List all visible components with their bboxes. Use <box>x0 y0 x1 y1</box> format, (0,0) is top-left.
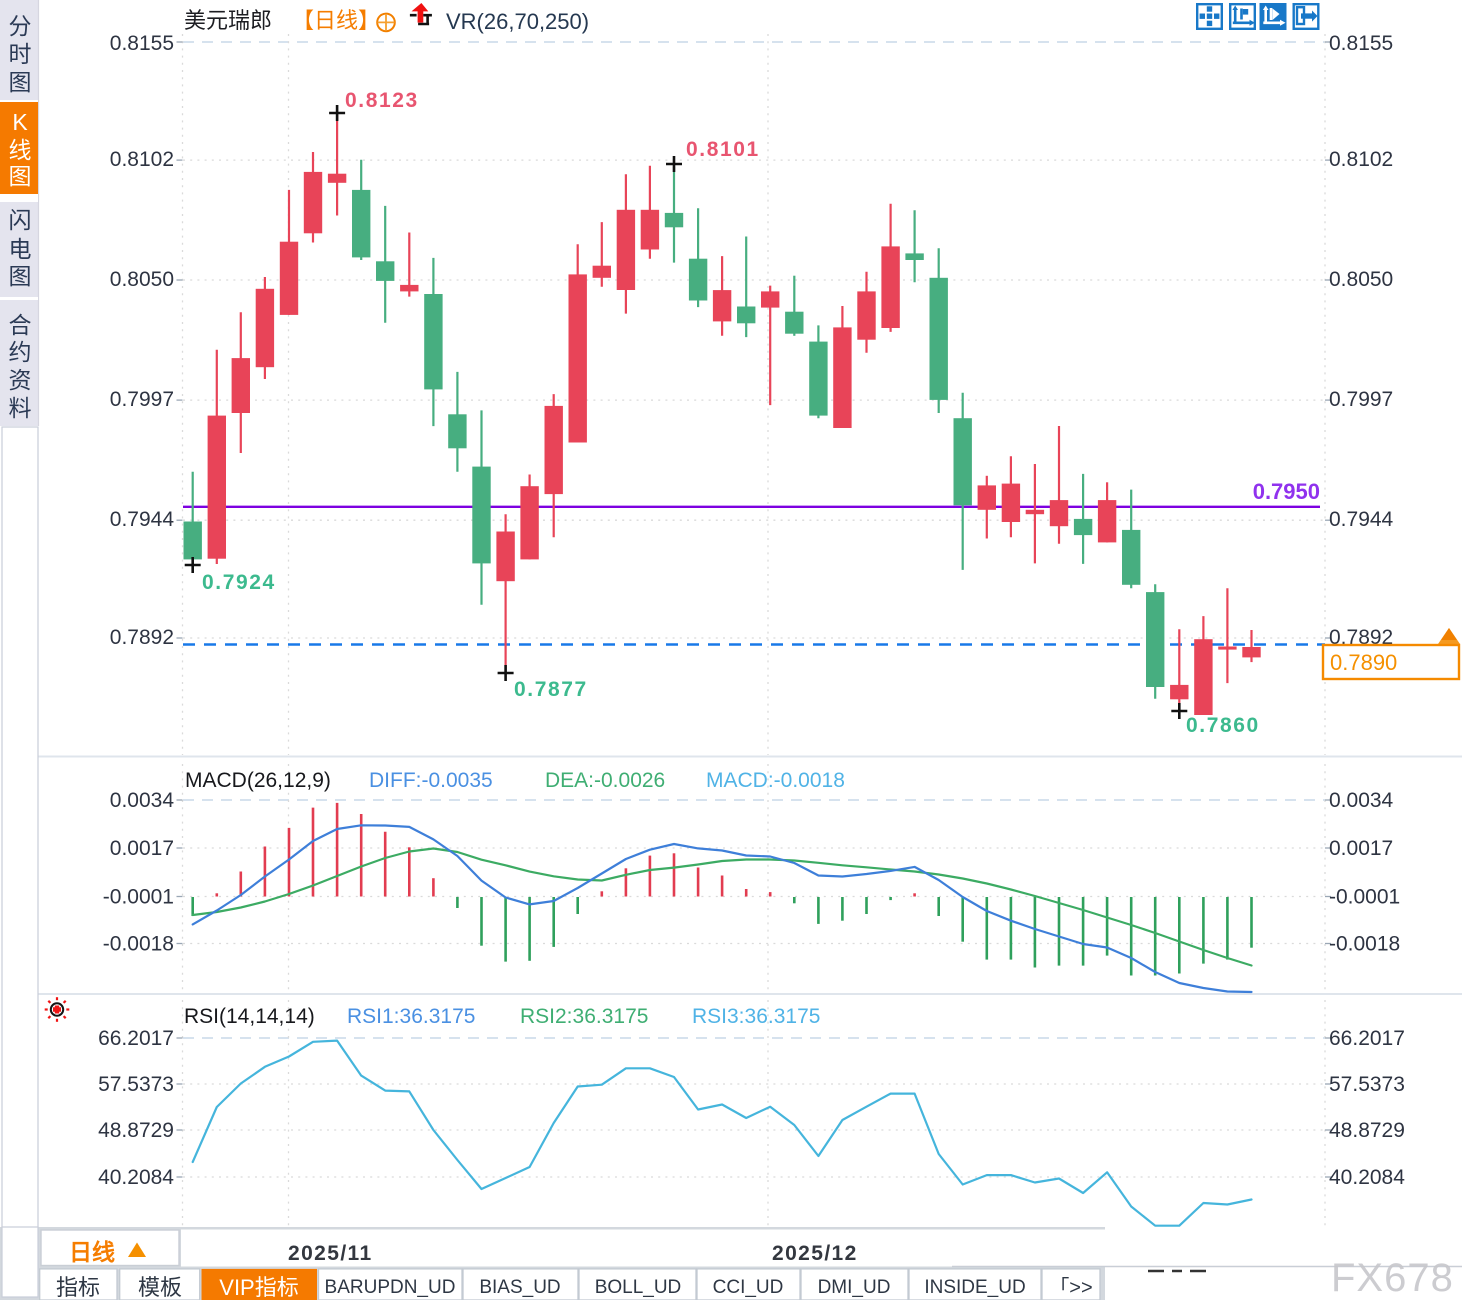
svg-text:料: 料 <box>9 395 32 421</box>
svg-text:BOLL_UD: BOLL_UD <box>595 1277 682 1298</box>
svg-text:指标: 指标 <box>56 1275 100 1300</box>
svg-text:0.7892: 0.7892 <box>1329 626 1393 649</box>
svg-text:66.2017: 66.2017 <box>1329 1027 1405 1050</box>
svg-text:FX678: FX678 <box>1331 1256 1454 1300</box>
svg-text:48.8729: 48.8729 <box>98 1119 174 1142</box>
svg-text:0.7944: 0.7944 <box>110 508 175 531</box>
svg-text:0.8155: 0.8155 <box>1329 32 1393 55</box>
svg-text:电: 电 <box>9 236 32 262</box>
svg-text:40.2084: 40.2084 <box>1329 1166 1405 1189</box>
svg-text:DIFF:-0.0035: DIFF:-0.0035 <box>369 769 493 792</box>
svg-text:0.0017: 0.0017 <box>110 837 174 860</box>
svg-text:日线: 日线 <box>69 1239 115 1265</box>
svg-text:0.8101: 0.8101 <box>686 138 760 161</box>
svg-text:0.7877: 0.7877 <box>514 678 588 701</box>
svg-text:合: 合 <box>9 312 32 338</box>
svg-text:时: 时 <box>9 41 32 67</box>
svg-text:57.5373: 57.5373 <box>98 1073 174 1096</box>
svg-text:资: 资 <box>9 367 32 393</box>
svg-text:0.8102: 0.8102 <box>110 148 174 171</box>
svg-text:0.7924: 0.7924 <box>202 571 276 594</box>
svg-text:48.8729: 48.8729 <box>1329 1119 1405 1142</box>
svg-text:-0.0018: -0.0018 <box>103 933 174 956</box>
svg-text:RSI2:36.3175: RSI2:36.3175 <box>520 1005 648 1028</box>
svg-text:0.7944: 0.7944 <box>1329 508 1394 531</box>
svg-text:BARUPDN_UD: BARUPDN_UD <box>325 1277 456 1298</box>
svg-text:0.0034: 0.0034 <box>110 789 175 812</box>
svg-text:MACD:-0.0018: MACD:-0.0018 <box>706 769 845 792</box>
svg-text:线: 线 <box>9 137 32 163</box>
svg-text:模板: 模板 <box>138 1275 182 1300</box>
svg-text:0.8155: 0.8155 <box>110 32 174 55</box>
svg-text:2025/12: 2025/12 <box>772 1242 858 1265</box>
svg-text:0.8050: 0.8050 <box>1329 268 1393 291</box>
svg-text:-0.0001: -0.0001 <box>1329 886 1400 909</box>
svg-text:BIAS_UD: BIAS_UD <box>479 1277 560 1298</box>
svg-text:约: 约 <box>9 339 32 365</box>
svg-text:0.7860: 0.7860 <box>1186 714 1260 737</box>
svg-text:0.7890: 0.7890 <box>1330 650 1397 675</box>
svg-text:VR(26,70,250): VR(26,70,250) <box>446 9 589 34</box>
svg-text:闪: 闪 <box>9 207 32 233</box>
svg-text:「>>: 「>> <box>1049 1276 1092 1299</box>
svg-text:2025/11: 2025/11 <box>288 1242 373 1265</box>
svg-text:K: K <box>12 109 28 135</box>
svg-text:0.0017: 0.0017 <box>1329 837 1393 860</box>
svg-text:57.5373: 57.5373 <box>1329 1073 1405 1096</box>
svg-text:0.7950: 0.7950 <box>1253 479 1320 504</box>
svg-text:DMI_UD: DMI_UD <box>818 1277 891 1298</box>
svg-text:【日线】: 【日线】 <box>292 8 380 33</box>
svg-text:RSI1:36.3175: RSI1:36.3175 <box>347 1005 475 1028</box>
svg-text:DEA:-0.0026: DEA:-0.0026 <box>545 769 665 792</box>
svg-text:图: 图 <box>9 69 32 95</box>
svg-text:INSIDE_UD: INSIDE_UD <box>924 1277 1025 1298</box>
svg-text:0.0034: 0.0034 <box>1329 789 1394 812</box>
svg-text:MACD(26,12,9): MACD(26,12,9) <box>185 769 331 792</box>
svg-text:图: 图 <box>9 263 32 289</box>
svg-text:0.8050: 0.8050 <box>110 268 174 291</box>
svg-text:RSI(14,14,14): RSI(14,14,14) <box>184 1005 315 1028</box>
svg-text:0.7997: 0.7997 <box>110 388 174 411</box>
svg-text:VIP指标: VIP指标 <box>219 1275 298 1300</box>
svg-text:0.8123: 0.8123 <box>345 89 419 112</box>
svg-text:0.8102: 0.8102 <box>1329 148 1393 171</box>
svg-text:CCI_UD: CCI_UD <box>713 1277 784 1298</box>
svg-text:美元瑞郎: 美元瑞郎 <box>184 8 272 33</box>
svg-text:0.7997: 0.7997 <box>1329 388 1393 411</box>
svg-text:RSI3:36.3175: RSI3:36.3175 <box>692 1005 820 1028</box>
svg-text:分: 分 <box>9 13 32 39</box>
svg-text:66.2017: 66.2017 <box>98 1027 174 1050</box>
svg-text:图: 图 <box>9 163 32 189</box>
svg-text:-0.0001: -0.0001 <box>103 886 174 909</box>
svg-text:0.7892: 0.7892 <box>110 626 174 649</box>
svg-text:-0.0018: -0.0018 <box>1329 933 1400 956</box>
svg-text:40.2084: 40.2084 <box>98 1166 174 1189</box>
